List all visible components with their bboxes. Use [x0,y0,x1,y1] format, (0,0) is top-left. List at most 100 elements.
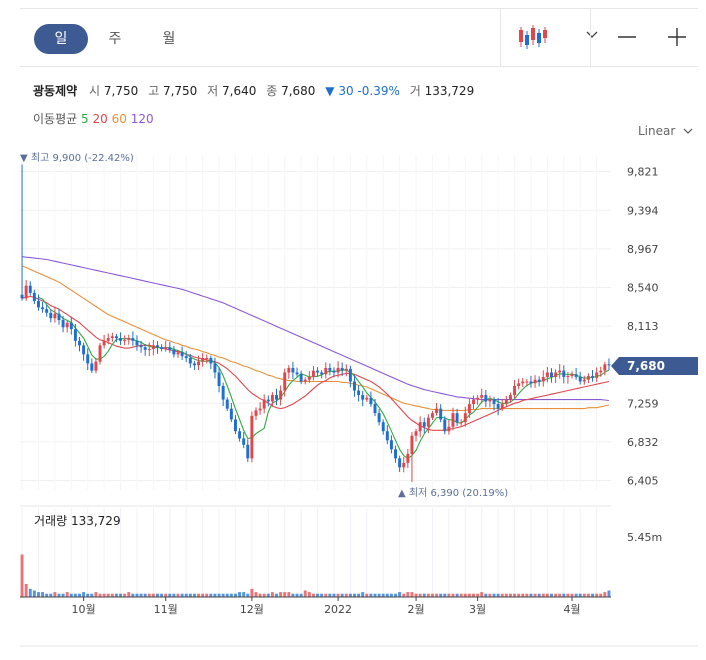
volume-bar [221,593,225,597]
candle [554,369,558,383]
candle [566,371,570,384]
volume-bar [467,593,471,597]
candle [164,340,168,352]
volume-bar [139,593,143,597]
volume-bar [242,592,246,597]
volume-bar [143,593,147,597]
open-value: 7,750 [103,84,139,98]
volume-bar [562,593,566,597]
candle [595,367,599,382]
candle [221,382,225,407]
candle [353,374,356,397]
volume-bar [381,593,385,597]
candle [385,425,389,445]
volume-bars [20,554,611,597]
y-tick-label: 8,113 [627,320,659,333]
candle [45,304,49,317]
volume-bar [262,593,266,597]
candle [102,334,106,349]
volume-bar [513,593,517,597]
volume-bar [492,593,496,597]
candle [361,390,365,407]
volume-axis-label: 5.45m [627,531,662,544]
volume-bar [332,593,336,597]
candle [209,355,213,370]
volume-bar [78,593,81,597]
tab-daily[interactable]: 일 [34,24,88,54]
scale-selector[interactable]: Linear [638,124,693,138]
volume-bar [135,593,139,597]
ma120-path [22,256,609,402]
y-tick-label: 6,405 [627,475,659,488]
candle [49,309,53,323]
volume-bar [603,592,607,597]
candle [562,365,566,384]
x-tick-label: 2월 [407,603,424,616]
volume-bar [480,592,484,597]
volume-bar [275,593,278,597]
volume-bar [225,593,229,597]
candle [217,367,221,393]
candle [607,358,611,371]
volume-bar [279,592,283,597]
candle [447,420,451,435]
candle [373,398,377,417]
volume-bar [172,593,176,597]
candlestick-icon [519,25,547,49]
volume-bar [599,593,603,597]
volume-bar [110,593,114,597]
candle [143,343,147,356]
zoom-out-button[interactable] [615,9,639,66]
tab-monthly[interactable]: 월 [162,31,176,47]
candle [365,394,369,403]
candle [504,395,508,407]
candle [147,342,151,357]
candle [344,364,348,377]
zoom-in-button[interactable] [665,9,689,66]
candle [513,380,517,399]
moving-average-legend[interactable]: 이동평균 5 20 60 120 [33,110,154,127]
volume-bar [307,592,311,597]
volume-bar [90,593,94,597]
low-annotation: ▲ 최저 6,390 (20.19%) [398,487,508,499]
candle [443,416,447,435]
candle [201,353,205,367]
candle [500,399,504,411]
candle [98,342,102,365]
candle [525,379,529,386]
x-tick-label: 10월 [72,603,96,616]
candle [197,355,201,371]
candle [225,397,229,411]
volume-bar [504,593,508,597]
candle [377,409,381,426]
change-value: 30 [338,84,354,98]
volume-bar [246,593,250,597]
tab-weekly[interactable]: 주 [108,31,122,47]
candle [488,395,492,408]
volume-bar [418,593,422,597]
chevron-down-icon[interactable] [586,31,598,39]
candle [86,348,90,371]
ma60-line [21,265,610,411]
chart-type-selector[interactable] [510,9,598,66]
candle [242,431,246,449]
candle [41,301,45,313]
volume-bar [607,590,611,597]
volume-bar [209,593,213,597]
candle [160,344,164,352]
candle [418,416,422,438]
volume-bar [311,593,315,597]
y-tick-label: 9,394 [627,204,659,217]
volume-bar [188,593,192,597]
volume-bar [435,593,439,597]
volume-bar [233,593,237,597]
volume-bar [451,593,455,597]
candle [426,414,430,434]
volume-bar [316,593,320,597]
volume-bar [537,593,541,597]
time-axis: 10월 11월 12월 2022 2월 3월 4월 [72,597,581,616]
toolbar-divider [500,9,501,66]
volume-bar [49,593,53,597]
candle [65,319,69,333]
